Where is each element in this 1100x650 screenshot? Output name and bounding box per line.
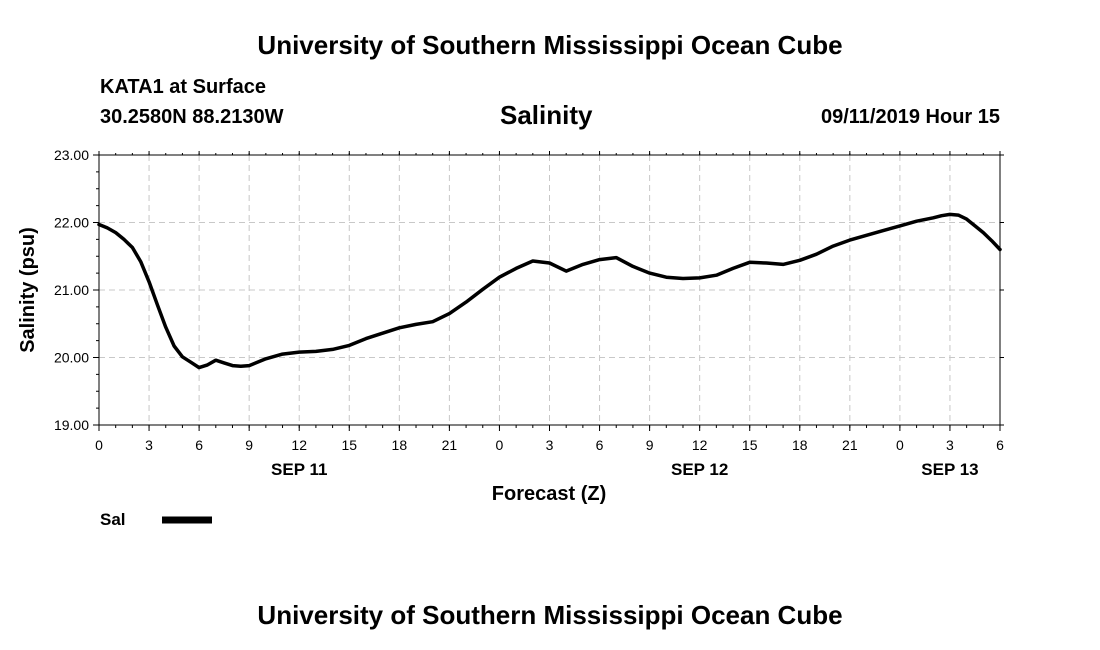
x-tick-label: 12 — [692, 437, 708, 453]
date-label: SEP 11 — [271, 460, 327, 479]
plot-frame — [98, 154, 1001, 426]
y-axis-label: Salinity (psu) — [17, 227, 39, 353]
x-tick-label: 0 — [95, 437, 103, 453]
x-tick-label: 9 — [245, 437, 253, 453]
station-label: KATA1 at Surface — [100, 76, 266, 98]
y-tick-label: 20.00 — [54, 350, 89, 366]
plot-title: Salinity — [500, 100, 593, 130]
grid-lines — [99, 155, 1000, 425]
y-tick-label: 22.00 — [54, 215, 89, 231]
salinity-series-line — [97, 212, 1002, 370]
x-axis-label: Forecast (Z) — [492, 483, 606, 505]
x-tick-label: 6 — [596, 437, 604, 453]
x-tick-label: 9 — [646, 437, 654, 453]
x-axis-ticks: 0 3 6 9 12 15 18 21 0 3 6 9 12 15 18 21 0 3 6 — [95, 151, 1004, 453]
date-label: SEP 13 — [921, 460, 978, 479]
timestamp-label: 09/11/2019 Hour 15 — [820, 106, 1000, 128]
x-tick-label: 15 — [742, 437, 758, 453]
x-tick-label: 0 — [896, 437, 904, 453]
x-tick-label: 18 — [792, 437, 808, 453]
top-title: University of Southern Mississippi Ocean… — [257, 30, 843, 60]
y-tick-label: 23.00 — [54, 147, 89, 163]
x-tick-label: 3 — [546, 437, 554, 453]
x-tick-label: 6 — [195, 437, 203, 453]
x-tick-label: 3 — [145, 437, 153, 453]
bottom-title: University of Southern Mississippi Ocean… — [257, 600, 843, 630]
y-tick-label: 21.00 — [54, 282, 89, 298]
x-tick-label: 15 — [341, 437, 357, 453]
x-tick-label: 12 — [291, 437, 307, 453]
x-tick-label: 3 — [946, 437, 954, 453]
legend-label: Sal — [100, 510, 126, 529]
x-tick-label: 6 — [996, 437, 1004, 453]
y-tick-label: 19.00 — [54, 417, 89, 433]
date-label: SEP 12 — [671, 460, 728, 479]
x-tick-label: 0 — [496, 437, 504, 453]
x-tick-label: 18 — [392, 437, 408, 453]
coordinates-label: 30.2580N 88.2130W — [100, 106, 284, 128]
y-axis-ticks: 19.00 20.00 21.00 22.00 23.00 — [54, 147, 1004, 433]
x-tick-label: 21 — [842, 437, 858, 453]
x-tick-label: 21 — [442, 437, 458, 453]
date-labels: SEP 11 SEP 12 SEP 13 — [271, 460, 979, 479]
